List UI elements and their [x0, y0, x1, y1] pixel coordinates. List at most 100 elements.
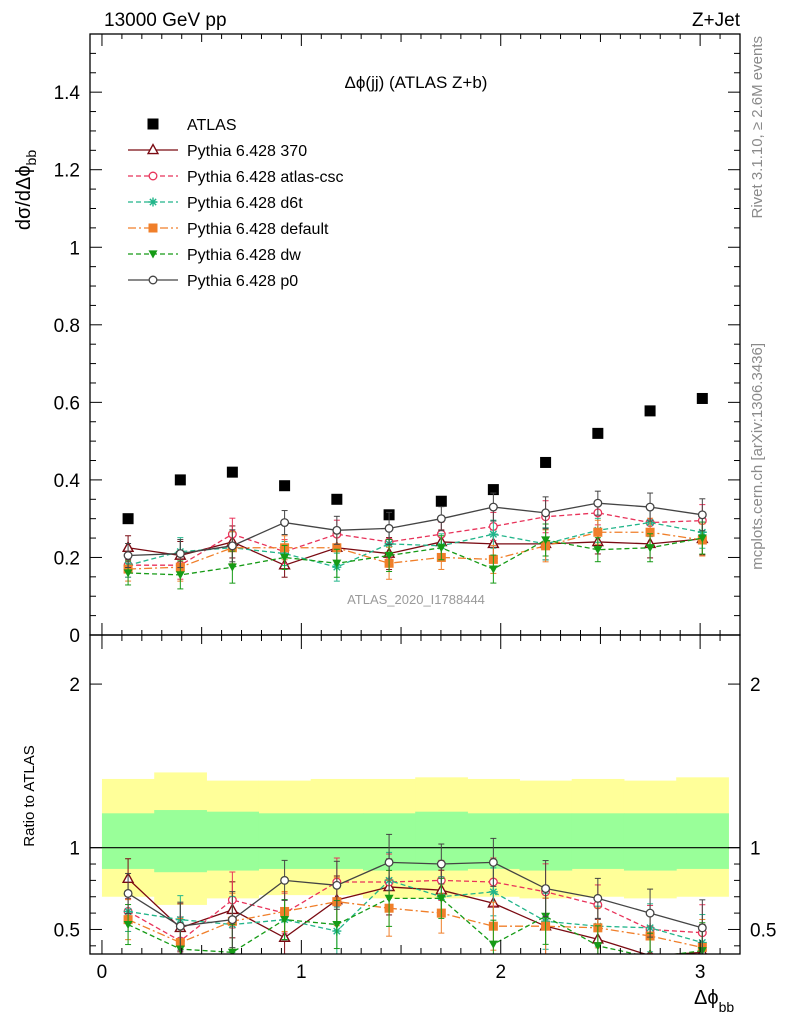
main-data-point [332, 525, 342, 535]
main-data-point [280, 518, 290, 528]
ratio-data-point [384, 894, 394, 903]
legend-marker [148, 250, 158, 259]
main-data-point [227, 563, 237, 572]
legend-marker [148, 275, 158, 285]
main-data-point [488, 565, 498, 574]
ratio-inner-band [154, 810, 207, 873]
main-series-line [128, 537, 703, 576]
ratio-data-point [541, 884, 551, 894]
legend-marker [147, 118, 159, 130]
ratio-data-point [436, 859, 446, 869]
x-tick-label: 1 [296, 962, 307, 983]
ratio-data-point [593, 942, 603, 951]
ratio-data-point [123, 920, 133, 930]
main-data-point [593, 546, 603, 555]
ratio-series-line [127, 879, 703, 942]
main-data-point [280, 553, 290, 562]
legend-label: Pythia 6.428 atlas-csc [187, 169, 344, 186]
main-data-point [541, 536, 551, 545]
main-data-point [123, 569, 133, 578]
ratio-inner-band [623, 813, 677, 871]
legend-label: Pythia 6.428 default [187, 221, 329, 238]
ratio-data-point [175, 921, 185, 931]
ratio-y-tick-label: 2 [69, 675, 80, 696]
ratio-series-line [127, 900, 703, 949]
main-data-point [122, 513, 134, 525]
header-energy-label: 13000 GeV pp [104, 10, 227, 31]
rivet-version-label: Rivet 3.1.10, ≥ 2.6M events [749, 36, 766, 219]
main-data-point [593, 527, 603, 537]
ratio-y-tick-label: 1 [69, 839, 80, 860]
main-data-point [540, 456, 552, 468]
main-data-point [696, 392, 708, 404]
ratio-series-line [127, 897, 703, 954]
ratio-y-tick-label: 0.5 [54, 920, 80, 941]
main-data-point [123, 551, 133, 560]
main-y-axis-label: dσ/dΔϕbb [13, 150, 39, 231]
main-series-line [128, 512, 703, 566]
main-data-point [175, 549, 185, 559]
main-y-tick-label: 0.8 [54, 316, 80, 337]
main-data-point [384, 551, 394, 561]
main-series-line [128, 531, 703, 570]
header-process-label: Z+Jet [692, 10, 741, 31]
main-y-tick-label: 1 [69, 238, 80, 259]
main-y-tick-label: 0.4 [54, 471, 81, 492]
ratio-panel: 0.5 0.5 1 1 2 2 0 1 2 3 Ratio to ATLAS Δϕbb [21, 634, 776, 1015]
main-data-point [384, 523, 394, 533]
ratio-data-point [332, 880, 342, 890]
x-axis-label: Δϕbb [694, 987, 734, 1015]
legend-label: Pythia 6.428 370 [187, 143, 307, 160]
main-data-point [175, 571, 185, 580]
ratio-data-point [227, 948, 237, 954]
main-series-group [121, 392, 709, 590]
ratio-frame [89, 634, 741, 955]
main-data-point [592, 427, 604, 439]
legend-marker [148, 171, 158, 181]
x-tick-label: 2 [495, 962, 506, 983]
ratio-data-point [488, 887, 498, 897]
main-series-line [128, 502, 703, 557]
ratio-data-point [332, 920, 342, 930]
legend-label: Pythia 6.428 p0 [187, 273, 298, 290]
main-data-point [487, 484, 499, 496]
main-series-line [127, 538, 703, 566]
main-data-point [226, 466, 238, 478]
ratio-data-point [280, 875, 290, 885]
main-data-point [488, 529, 498, 539]
main-data-point [332, 559, 342, 568]
legend-entry-3: Pythia 6.428 d6t [128, 195, 303, 212]
main-y-tick-label: 0 [69, 626, 80, 647]
ratio-y-tick-label-right: 1 [750, 839, 761, 860]
main-data-point [644, 405, 656, 417]
main-data-point [332, 543, 342, 553]
ratio-axis-ticks: 0.5 0.5 1 1 2 2 0 1 2 3 [54, 635, 776, 983]
main-data-point [697, 510, 707, 520]
main-data-point [645, 527, 655, 537]
main-axis-ticks: 0 0.2 0.4 0.6 0.8 1 1.2 1.4 [54, 34, 740, 647]
mcplots-label: mcplots.cern.ch [arXiv:1306.3436] [749, 343, 766, 570]
main-series-2 [123, 500, 707, 580]
ratio-data-point [645, 908, 655, 918]
main-title: Δϕ(jj) (ATLAS Z+b) [345, 73, 488, 92]
ratio-data-point [123, 888, 133, 898]
ratio-inner-band [258, 813, 312, 869]
ratio-data-point [488, 940, 498, 949]
ratio-data-point [436, 894, 446, 903]
ratio-inner-band [676, 813, 729, 869]
ratio-uncertainty-bands [101, 772, 729, 905]
ratio-data-point [488, 857, 498, 867]
main-y-tick-label: 0.6 [54, 393, 80, 414]
main-data-point [645, 502, 655, 512]
legend-entry-5: Pythia 6.428 dw [128, 247, 301, 264]
ratio-series-line [127, 861, 703, 929]
main-data-point [279, 480, 291, 492]
legend-entry-6: Pythia 6.428 p0 [128, 273, 298, 290]
ratio-data-point [280, 916, 290, 925]
main-data-point [645, 544, 655, 553]
main-data-point [488, 502, 498, 512]
main-watermark: ATLAS_2020_I1788444 [347, 592, 485, 607]
ratio-y-tick-label-right: 2 [750, 675, 761, 696]
main-data-point [436, 544, 446, 553]
